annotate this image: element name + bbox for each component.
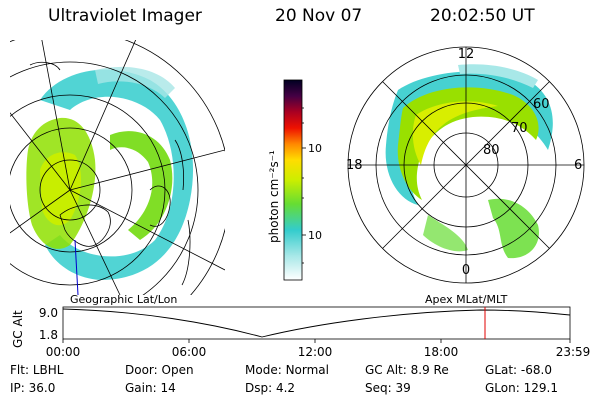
mlt-label-18: 18 — [346, 158, 363, 173]
time-label: 20:02:50 UT — [430, 6, 535, 26]
alt-ytick-min: 1.8 — [39, 328, 58, 342]
colorbar-tick-100: 100 — [308, 142, 322, 155]
lat-label-60: 60 — [533, 97, 550, 112]
info-gain: Gain: 14 — [125, 381, 176, 395]
colorbar-unit-label: photon cm⁻²s⁻¹ — [267, 150, 281, 243]
colorbar: 100 10 photon cm⁻²s⁻¹ — [267, 79, 322, 281]
alt-xtick-3: 18:00 — [424, 345, 459, 358]
info-ip: IP: 36.0 — [10, 381, 56, 395]
alt-xtick-4: 23:59 — [556, 345, 591, 358]
info-glon: GLon: 129.1 — [485, 381, 558, 395]
info-seq: Seq: 39 — [365, 381, 411, 395]
alt-xtick-0: 00:00 — [46, 345, 81, 358]
mlt-label-6: 6 — [574, 158, 582, 173]
mlt-label-0: 0 — [462, 263, 470, 278]
info-glat: GLat: -68.0 — [485, 363, 552, 377]
lat-label-80: 80 — [483, 143, 500, 158]
apex-polar-image: 12 18 6 0 60 70 80 — [346, 46, 585, 284]
lat-label-70: 70 — [511, 121, 528, 136]
apex-label: Apex MLat/MLT — [425, 293, 508, 306]
geographic-image — [10, 40, 225, 295]
geographic-label: Geographic Lat/Lon — [70, 293, 178, 306]
altitude-plot: GC Alt 9.0 1.8 00:00 06:00 12:00 18:00 2… — [11, 306, 591, 358]
alt-xtick-2: 12:00 — [298, 345, 333, 358]
alt-xtick-1: 06:00 — [172, 345, 207, 358]
info-flt: Flt: LBHL — [10, 363, 64, 377]
info-door: Door: Open — [125, 363, 194, 377]
alt-ylabel: GC Alt — [11, 310, 25, 348]
instrument-title: Ultraviolet Imager — [48, 6, 202, 26]
info-dsp: Dsp: 4.2 — [245, 381, 296, 395]
date-label: 20 Nov 07 — [275, 6, 363, 26]
colorbar-tick-10: 10 — [308, 229, 322, 242]
info-mode: Mode: Normal — [245, 363, 329, 377]
mlt-label-12: 12 — [458, 47, 475, 62]
alt-ytick-max: 9.0 — [39, 306, 58, 320]
info-gc-alt: GC Alt: 8.9 Re — [365, 363, 449, 377]
